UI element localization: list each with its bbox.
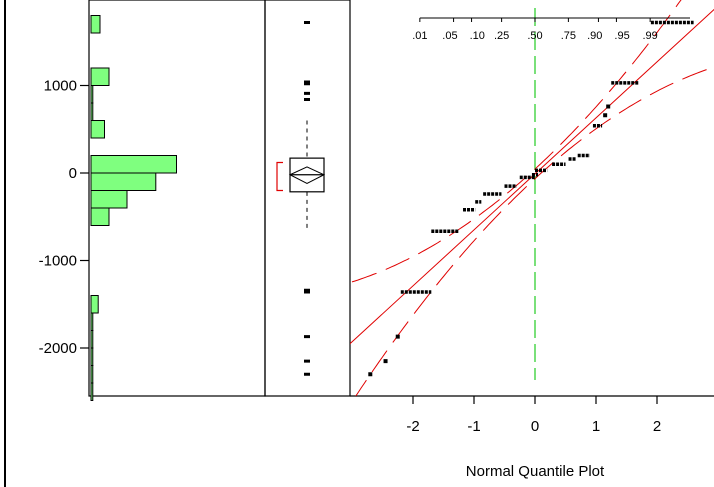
probability-tick-label: .95 (614, 30, 629, 42)
y-tick-label: 1000 (44, 78, 77, 95)
outlier-point (304, 82, 310, 86)
histogram (90, 15, 177, 401)
histogram-bar (90, 15, 101, 34)
outlier-point (304, 98, 310, 101)
histogram-bar (90, 85, 94, 104)
outlier-point (304, 335, 310, 339)
probability-tick-label: .05 (442, 30, 457, 42)
quantile-point (383, 359, 388, 364)
histogram-bar (90, 190, 128, 209)
normal-quantile-plot (350, 0, 714, 396)
histogram-bar (90, 347, 94, 366)
probability-tick-label: .25 (494, 30, 509, 42)
histogram-bar (90, 120, 105, 139)
shortest-half-bracket (276, 161, 283, 192)
probability-tick-label: .10 (470, 30, 485, 42)
quantile-x-tick-label: 2 (653, 418, 661, 435)
probability-tick-label: .90 (587, 30, 602, 42)
y-tick-label: -2000 (39, 340, 77, 357)
outlier-point (304, 21, 310, 24)
confidence-band-lower (355, 67, 713, 396)
y-tick-label: 0 (69, 165, 77, 182)
fit-line (350, 8, 714, 345)
histogram-bar (90, 312, 94, 331)
histogram-bar (90, 172, 157, 191)
histogram-bar (90, 382, 94, 401)
quantile-axis: -2 -1 0 1 2 (406, 396, 661, 435)
quantile-x-tick-label: -1 (467, 418, 480, 435)
probability-tick-label: .75 (561, 30, 576, 42)
outlier-point (304, 290, 310, 294)
quantile-point (606, 104, 611, 109)
quantile-x-tick-label: -2 (406, 418, 419, 435)
quantile-point (368, 372, 373, 377)
histogram-bar (90, 102, 94, 121)
probability-tick-label: .50 (527, 30, 542, 42)
boxplot (276, 21, 326, 376)
histogram-bar (90, 295, 99, 314)
probability-tick-label: .99 (643, 30, 658, 42)
outlier-point (304, 91, 310, 95)
histogram-bar (90, 67, 110, 86)
quantile-point (395, 334, 400, 339)
histogram-bar (90, 207, 110, 226)
histogram-bar (90, 365, 94, 384)
outlier-point (304, 372, 310, 376)
quantile-point (603, 113, 608, 118)
quantile-axis-title: Normal Quantile Plot (466, 463, 605, 480)
y-tick-label: -1000 (39, 253, 77, 270)
boxplot-panel (264, 0, 351, 397)
y-axis: 1000 0 -1000 -2000 (39, 78, 89, 357)
probability-tick-label: .01 (412, 30, 427, 42)
quantile-x-tick-label: 1 (592, 418, 600, 435)
histogram-bar (90, 155, 177, 174)
histogram-bar (90, 330, 94, 349)
outlier-point (304, 359, 310, 363)
quantile-x-tick-label: 0 (531, 418, 539, 435)
probability-axis: .01 .05 .10 .25 .50 .75 .90 .95 .99 (412, 17, 690, 42)
